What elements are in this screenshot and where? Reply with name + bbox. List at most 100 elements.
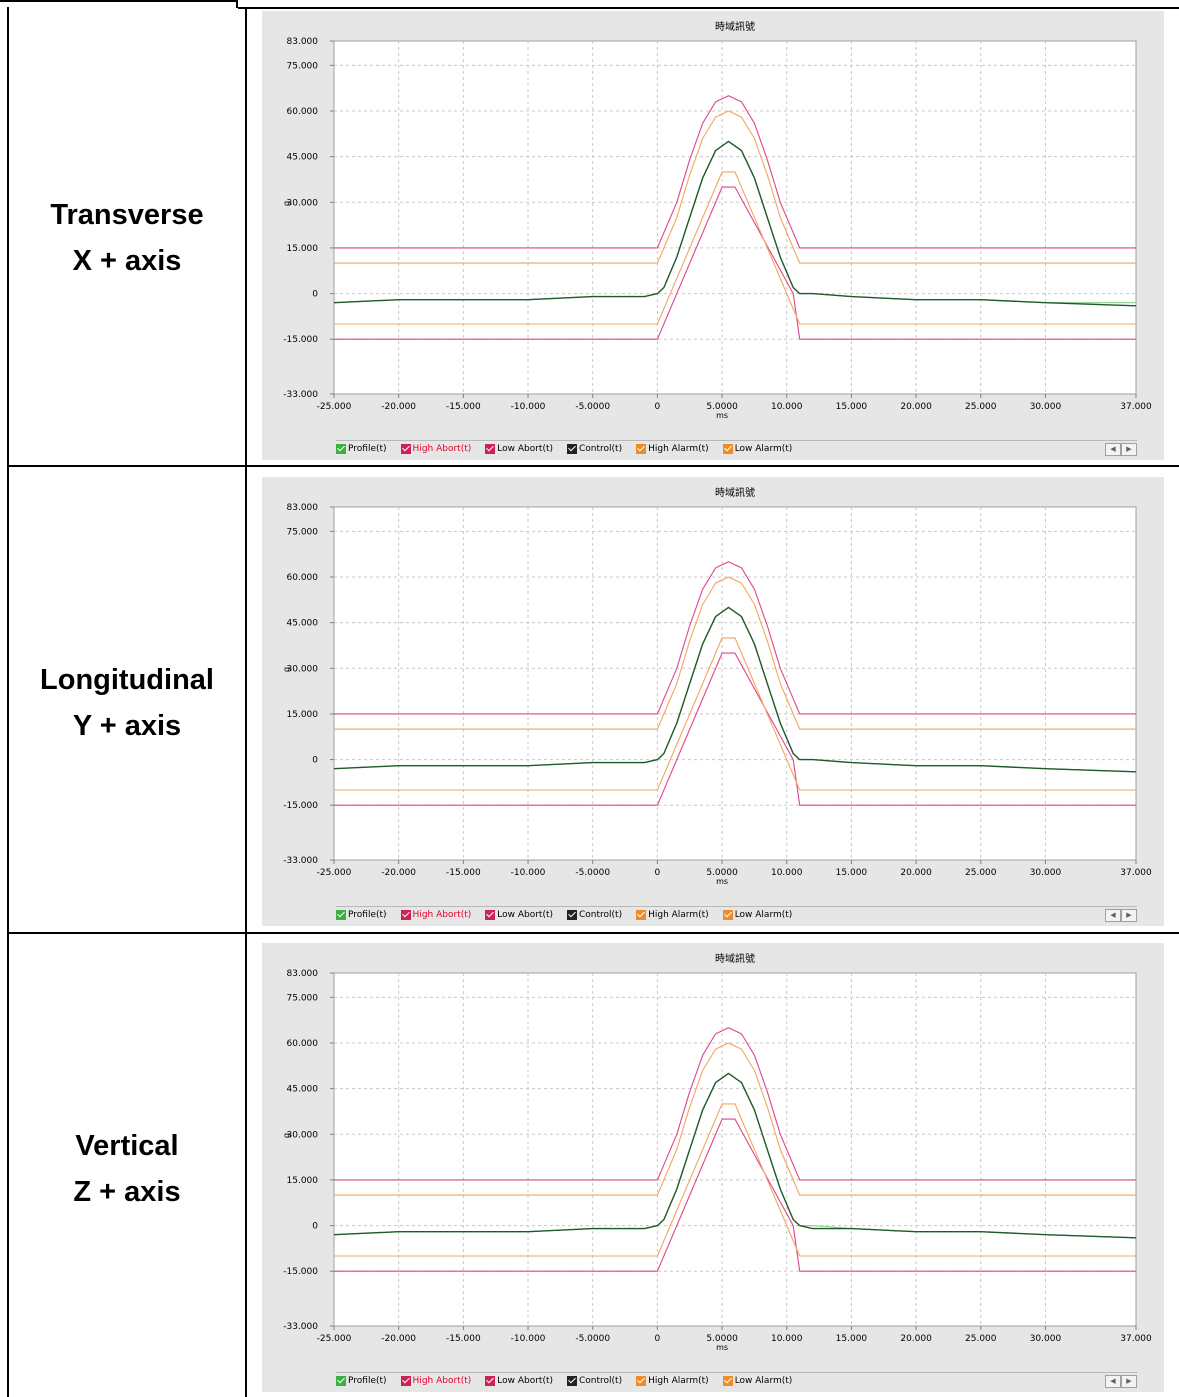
x-tick-label: 37.000 [1120, 402, 1152, 412]
plot-area [333, 506, 1137, 861]
checkbox-icon[interactable] [722, 1376, 733, 1386]
checkbox-icon[interactable] [567, 910, 577, 920]
legend-label: Profile(t) [348, 1376, 387, 1386]
y-tick-label: 60.000 [287, 107, 319, 117]
x-tick-label: 15.000 [836, 402, 868, 412]
scroll-left-icon[interactable]: ◀ [1105, 1375, 1121, 1388]
y-tick-label: -15.000 [283, 1267, 318, 1277]
legend-label: Profile(t) [348, 910, 387, 920]
legend-item[interactable]: Low Abort(t) [485, 1376, 553, 1386]
x-tick-label: -15.000 [446, 868, 481, 878]
x-tick-label: 37.000 [1120, 1334, 1152, 1344]
checkbox-icon[interactable] [336, 1376, 346, 1386]
checkbox-icon[interactable] [636, 910, 647, 920]
y-tick-label: 83.000 [287, 503, 319, 513]
y-tick-label: 60.000 [287, 573, 319, 583]
series-line-low-abort [334, 1118, 1136, 1272]
chart-title: 時域訊號 [715, 20, 755, 33]
legend-item[interactable]: High Alarm(t) [636, 1376, 709, 1386]
legend-label: High Abort(t) [412, 1376, 472, 1386]
checkbox-icon[interactable] [485, 1376, 496, 1386]
scroll-right-icon[interactable]: ▶ [1121, 909, 1137, 922]
legend-item[interactable]: Control(t) [567, 1376, 622, 1386]
legend-item[interactable]: Control(t) [567, 910, 622, 920]
x-tick-label: -15.000 [446, 402, 481, 412]
row-label-line1: Transverse [50, 199, 204, 231]
legend-item[interactable]: Low Alarm(t) [722, 1376, 792, 1386]
legend-item[interactable]: Profile(t) [336, 910, 387, 920]
legend-item[interactable]: Profile(t) [336, 444, 387, 454]
y-tick-label: -15.000 [283, 801, 318, 811]
x-tick-label: -10.000 [511, 1334, 546, 1344]
x-tick-label: 20.000 [900, 1334, 932, 1344]
legend-item[interactable]: High Alarm(t) [636, 444, 709, 454]
legend-label: Control(t) [579, 910, 623, 920]
chart-svg: 時域訊號 83.000 75.000 60.000 45.000 30.000 15.000… [282, 486, 1152, 886]
x-tick-label: -5.0000 [575, 1334, 610, 1344]
scroll-right-icon[interactable]: ▶ [1121, 1375, 1137, 1388]
series-line-low-abort [334, 652, 1136, 806]
legend-label: Low Abort(t) [497, 910, 553, 920]
legend-item[interactable]: Low Abort(t) [485, 910, 553, 920]
y-tick-label: 45.000 [287, 153, 319, 163]
table-top-stub [0, 0, 238, 2]
chart-panel-transverse: 時域訊號 83.000 75.000 60.000 45.000 30.000 15.000… [262, 11, 1164, 460]
chart-panel-longitudinal: 時域訊號 83.000 75.000 60.000 45.000 30.000 15.000… [262, 477, 1164, 926]
table-top-border [238, 7, 1179, 9]
row-label-line2: X + axis [72, 245, 182, 277]
checkbox-icon[interactable] [567, 444, 577, 454]
legend-item[interactable]: Profile(t) [336, 1376, 387, 1386]
checkbox-icon[interactable] [722, 444, 733, 454]
series-line-high-abort [334, 95, 1136, 249]
row-label-line1: Longitudinal [40, 664, 214, 696]
x-tick-label: -20.000 [381, 402, 416, 412]
legend-scroll-buttons: ◀ ▶ [1105, 1375, 1137, 1388]
legend-item[interactable]: High Abort(t) [400, 1376, 472, 1386]
x-tick-label: -5.0000 [575, 402, 610, 412]
x-axis-label: ms [716, 1343, 728, 1352]
x-tick-label: 0 [655, 868, 661, 878]
y-tick-label: 45.000 [287, 619, 319, 629]
x-tick-label: 10.000 [771, 1334, 803, 1344]
x-tick-label: -10.000 [511, 868, 546, 878]
checkbox-icon[interactable] [400, 444, 411, 454]
x-axis-label: ms [716, 877, 728, 886]
legend-label: Profile(t) [348, 444, 387, 454]
x-tick-label: 30.000 [1030, 868, 1062, 878]
legend-item[interactable]: Low Alarm(t) [722, 910, 792, 920]
checkbox-icon[interactable] [336, 444, 346, 454]
y-tick-label: 45.000 [287, 1085, 319, 1095]
legend-item[interactable]: Low Abort(t) [485, 444, 553, 454]
checkbox-icon[interactable] [636, 1376, 647, 1386]
chart-legend: Profile(t) High Abort(t) Low Abort(t) Contr… [336, 906, 1137, 923]
y-tick-label: -33.000 [283, 1322, 318, 1332]
x-tick-label: 30.000 [1030, 402, 1062, 412]
checkbox-icon[interactable] [636, 444, 647, 454]
row-label-longitudinal: Longitudinal Y + axis [9, 657, 245, 749]
series-line-low-alarm [334, 637, 1136, 791]
legend-item[interactable]: Low Alarm(t) [722, 444, 792, 454]
x-tick-label: 25.000 [965, 402, 997, 412]
checkbox-icon[interactable] [485, 444, 496, 454]
checkbox-icon[interactable] [567, 1376, 577, 1386]
checkbox-icon[interactable] [400, 910, 411, 920]
checkbox-icon[interactable] [400, 1376, 411, 1386]
scroll-left-icon[interactable]: ◀ [1105, 443, 1121, 456]
x-tick-label: -25.000 [317, 868, 352, 878]
x-tick-label: 15.000 [836, 1334, 868, 1344]
scroll-right-icon[interactable]: ▶ [1121, 443, 1137, 456]
legend-item[interactable]: High Abort(t) [400, 910, 471, 920]
x-tick-label: -20.000 [381, 868, 416, 878]
legend-item[interactable]: High Alarm(t) [636, 910, 709, 920]
chart-title: 時域訊號 [715, 486, 755, 499]
table-top-stub-side [236, 0, 238, 8]
scroll-left-icon[interactable]: ◀ [1105, 909, 1121, 922]
checkbox-icon[interactable] [336, 910, 346, 920]
legend-label: Control(t) [579, 444, 623, 454]
legend-scroll-buttons: ◀ ▶ [1105, 909, 1137, 922]
checkbox-icon[interactable] [485, 910, 496, 920]
legend-item[interactable]: Control(t) [567, 444, 622, 454]
series-line-low-abort [334, 186, 1136, 340]
legend-item[interactable]: High Abort(t) [400, 444, 471, 454]
checkbox-icon[interactable] [722, 910, 733, 920]
